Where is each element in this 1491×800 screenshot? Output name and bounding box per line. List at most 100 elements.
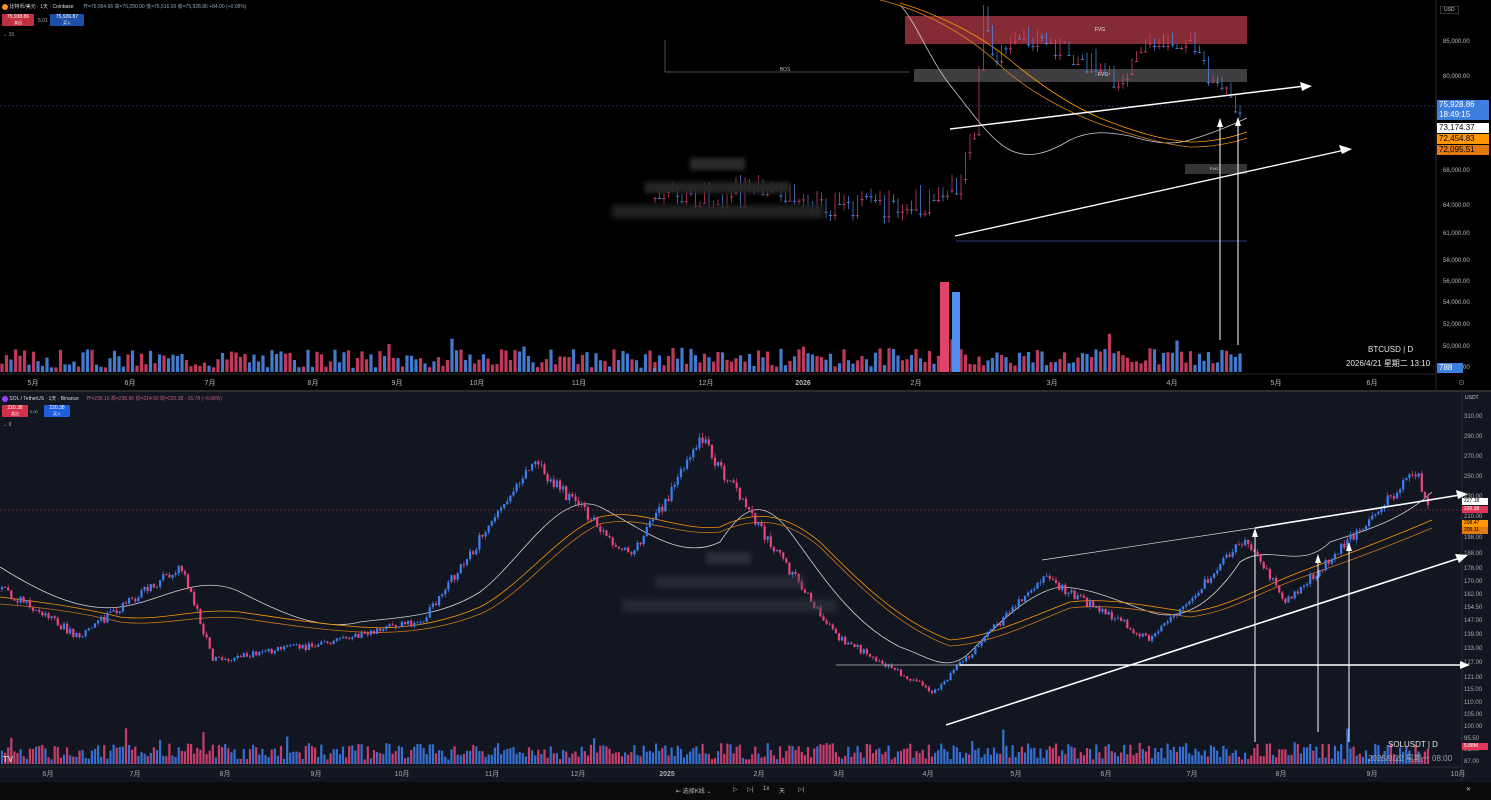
unit-selector[interactable]: 天 [779,789,786,795]
select-bar-button[interactable]: ⇤ 选择K线 ⌄ [676,789,712,795]
btc-sell-button[interactable]: 75,938.86 卖出 [2,14,34,26]
btc-ma-toggle[interactable]: ⌄ 10 [3,32,15,38]
candle-body [1253,550,1256,552]
candle-body [320,641,323,645]
volume-bar [1076,758,1079,764]
volume-bar [873,352,878,372]
volume-bar [407,757,410,764]
volume-bar [463,360,468,372]
volume-bar [909,355,914,372]
volume-bar [279,745,283,764]
volume-bar [576,364,580,372]
close-replay-icon[interactable]: ✕ [1466,787,1472,793]
btc-price-axis[interactable]: 85,000.00 80,000.00 68,000.00 64,000.00 61,0… [1443,39,1470,371]
sol-chart-canvas[interactable]: 310.00 290.00 270.00 250.00 230.00 210.00 198.… [0,392,1491,782]
step-forward-icon[interactable]: ▷| [747,787,754,793]
volume-bar [918,753,921,764]
candle-body [959,193,963,195]
volume-bar [63,364,67,372]
volume-bar [1045,749,1048,764]
candle-body [549,479,552,482]
sol-sell-button[interactable]: 220.38 卖出 [2,405,28,417]
btc-currency-selector[interactable]: USD [1440,6,1459,14]
volume-bar [1058,359,1062,372]
sol-chart-pane[interactable]: 310.00 290.00 270.00 250.00 230.00 210.00 198.… [0,392,1491,782]
candle-body [524,470,527,479]
volume-bar [1008,362,1013,372]
volume-bar [238,356,243,372]
candle-body [44,613,47,616]
volume-bar [1265,743,1268,764]
volume-bar [936,355,941,372]
volume-bar [616,359,621,372]
btc-buy-button[interactable]: 75,926.87 买入 [50,14,84,26]
candle-body [1240,544,1244,546]
volume-bar [850,756,853,764]
sol-price-axis[interactable]: 310.00 290.00 270.00 250.00 230.00 210.00 198.… [1464,414,1483,765]
volume-bar [477,359,481,372]
volume-bar [289,752,292,764]
candle-body [1202,60,1206,61]
volume-bar [1220,349,1224,372]
btc-ma-orange-tag-1: 72,454.83 [1437,134,1489,144]
volume-bar [153,363,157,372]
candle-body [586,507,589,520]
price-tick-label: 91.00 [1464,747,1480,753]
volume-bar [682,757,686,764]
candle-body [1197,592,1200,596]
candle-body [283,646,286,650]
btc-header-title[interactable]: 比特币/美元 · 1天 · Coinbase [9,4,74,10]
btc-chart-pane[interactable]: FVG FVG FVG BOS 85,000.00 80,000.00 68,000… [0,0,1491,390]
sol-currency-selector[interactable]: USDT [1465,395,1479,401]
sol-header-title[interactable]: SOL / TetherUS · 1天 · Binance [9,396,79,402]
volume-bar [1071,362,1076,372]
sol-ma-toggle[interactable]: ⌄ 9 [3,422,12,428]
btc-chart-canvas[interactable]: FVG FVG FVG BOS 85,000.00 80,000.00 68,000… [0,0,1491,390]
volume-bar [1098,351,1103,372]
price-tick-label: 64,000.00 [1443,203,1470,209]
candle-body [496,510,500,518]
volume-bar [769,749,772,764]
sol-buy-button[interactable]: 220.38 买入 [44,405,70,417]
play-icon[interactable]: ▷ [733,787,738,793]
volume-bar [1161,353,1166,372]
candle-body [856,645,859,648]
candle-body [624,547,627,550]
candle-body [221,657,224,660]
volume-bar [752,366,756,372]
volume-bar [124,728,128,764]
volume-bar [602,745,605,764]
pane-divider[interactable] [0,390,1491,392]
candle-body [236,655,239,658]
btc-settings-icon[interactable]: ⊙ [1458,378,1465,387]
volume-bar [1302,747,1306,764]
candle-body [1256,551,1259,555]
volume-bar [828,744,831,764]
candle-body [1182,606,1185,610]
volume-bar [453,746,456,764]
candle-body [62,623,66,630]
volume-bar [499,349,504,372]
sol-time-axis[interactable]: 6月 7月 8月 9月 10月 11月 12月 2025 2月 3月 4月 5月 6月 7月 8月 9月 10月 [43,770,1466,778]
volume-bar [527,747,531,764]
volume-bar [487,754,490,764]
volume-bar [1067,744,1070,764]
btc-time-axis[interactable]: 5月 6月 7月 8月 9月 10月 11月 12月 2026 2月 3月 4月 5月 6月 [28,379,1378,387]
candle-body [596,517,599,527]
candle-body [518,483,521,485]
jump-to-end-icon[interactable]: ▷| [798,787,805,793]
candle-body [828,215,833,216]
volume-bar [1053,362,1058,372]
candle-body [1147,635,1151,641]
volume-bar [594,353,598,372]
speed-selector[interactable]: 1x [763,786,770,792]
volume-bar [552,753,555,764]
volume-bar [81,750,84,764]
btc-countdown: 18:49:15 [1439,110,1471,119]
volume-bar [531,750,534,764]
volume-bar [1278,749,1281,764]
volume-bar [159,739,162,764]
candle-body [833,215,837,216]
candle-body [686,459,689,469]
volume-bar [1148,348,1152,372]
